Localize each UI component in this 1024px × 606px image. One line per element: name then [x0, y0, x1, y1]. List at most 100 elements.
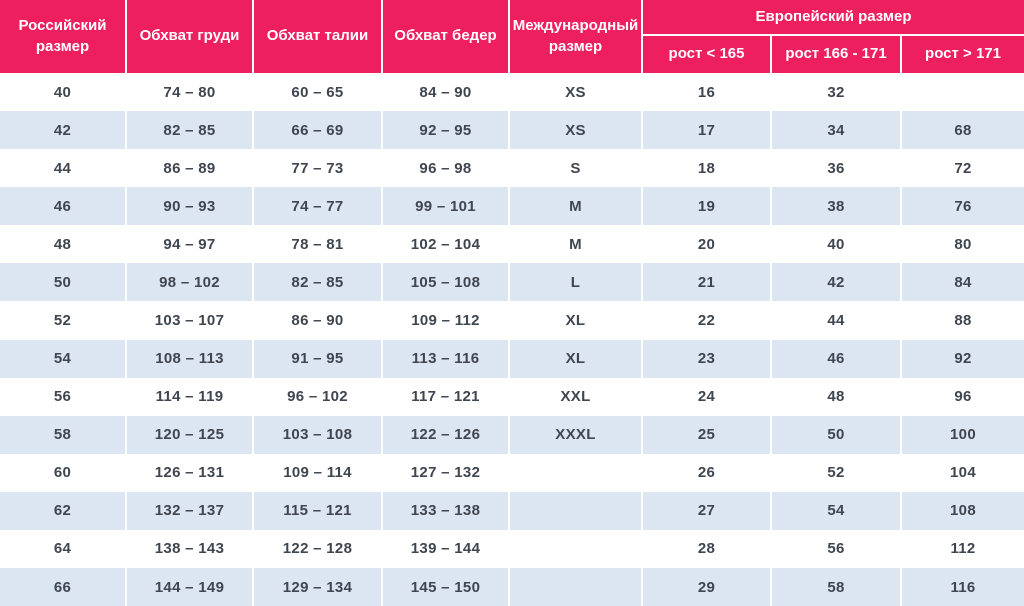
table-cell: 40 [772, 225, 902, 264]
table-cell: 98 – 102 [127, 263, 254, 302]
table-cell: 24 [643, 377, 772, 416]
table-cell: XL [510, 339, 643, 378]
table-cell: 77 – 73 [254, 149, 383, 188]
table-row: 56 114 – 119 96 – 102 117 – 121 XXL 24 48 96 [0, 377, 1024, 416]
table-cell: S [510, 149, 643, 188]
table-row: 46 90 – 93 74 – 77 99 – 101 M 19 38 76 [0, 187, 1024, 226]
table-cell: 44 [772, 301, 902, 340]
table-cell: 46 [0, 187, 127, 226]
table-cell [510, 568, 643, 606]
table-cell: 36 [772, 149, 902, 188]
column-header-international-size: Международный размер [510, 0, 643, 73]
table-row: 62 132 – 137 115 – 121 133 – 138 27 54 108 [0, 491, 1024, 530]
table-cell: 100 [950, 426, 976, 444]
table-cell: 102 – 104 [383, 225, 510, 264]
column-header-height-166-171: рост 166 - 171 [772, 36, 902, 73]
table-cell: 126 – 131 [127, 453, 254, 492]
table-cell: 60 [0, 453, 127, 492]
table-cell: 82 – 85 [127, 111, 254, 150]
table-cell: 54 [0, 339, 127, 378]
table-cell: 18 [643, 149, 772, 188]
table-cell: 78 – 81 [254, 225, 383, 264]
table-cell: 91 – 95 [254, 339, 383, 378]
table-cell: 145 – 150 [383, 568, 510, 606]
table-cell: 22 [643, 301, 772, 340]
table-cell: 48 [0, 225, 127, 264]
table-cell: 99 – 101 [383, 187, 510, 226]
table-cell: 108 – 113 [127, 339, 254, 378]
table-cell: 62 [0, 491, 127, 530]
table-cell: 109 – 114 [254, 453, 383, 492]
table-cell: XL [510, 301, 643, 340]
table-cell: M [510, 225, 643, 264]
table-cell: 38 [772, 187, 902, 226]
column-header-waist: Обхват талии [254, 0, 383, 73]
table-cell: 52 [772, 453, 902, 492]
table-cell: 40 [0, 73, 127, 112]
table-cell: 66 – 69 [254, 111, 383, 150]
table-cell: 84 [954, 273, 972, 291]
table-cell: 74 – 80 [127, 73, 254, 112]
table-row: 66 144 – 149 129 – 134 145 – 150 29 58 116 [0, 568, 1024, 606]
table-cell: 108 [950, 502, 976, 520]
table-cell: 120 – 125 [127, 415, 254, 454]
table-cell [902, 73, 1024, 111]
table-cell [510, 491, 643, 530]
table-cell: 42 [0, 111, 127, 150]
column-header-height-gt-171: рост > 171 [925, 45, 1001, 63]
table-cell: 17 [643, 111, 772, 150]
table-row: 60 126 – 131 109 – 114 127 – 132 26 52 104 [0, 453, 1024, 492]
table-cell [510, 453, 643, 492]
table-cell: 105 – 108 [383, 263, 510, 302]
table-cell: 20 [643, 225, 772, 264]
table-cell: 96 [954, 388, 972, 406]
table-cell: 56 [772, 529, 902, 569]
table-cell: 56 [0, 377, 127, 416]
table-cell: 16 [643, 73, 772, 112]
table-cell: 19 [643, 187, 772, 226]
table-cell: 32 [772, 73, 902, 112]
table-cell: 86 – 90 [254, 301, 383, 340]
table-row: 48 94 – 97 78 – 81 102 – 104 M 20 40 80 [0, 225, 1024, 264]
table-cell: 113 – 116 [383, 339, 510, 378]
table-cell: 72 [954, 159, 972, 177]
table-row: 58 120 – 125 103 – 108 122 – 126 XXXL 25 50 100 [0, 415, 1024, 454]
table-cell: 122 – 126 [383, 415, 510, 454]
table-cell: 42 [772, 263, 902, 302]
table-row: 42 82 – 85 66 – 69 92 – 95 XS 17 34 68 [0, 111, 1024, 150]
table-cell: 133 – 138 [383, 491, 510, 530]
table-cell: 68 [954, 121, 972, 139]
table-cell: 103 – 107 [127, 301, 254, 340]
table-row: 44 86 – 89 77 – 73 96 – 98 S 18 36 72 [0, 149, 1024, 188]
table-cell: 82 – 85 [254, 263, 383, 302]
column-header-russian-size: Российский размер [0, 0, 127, 73]
table-cell: 139 – 144 [383, 529, 510, 569]
european-size-subheader-row: рост < 165 рост 166 - 171 рост > 171 [643, 36, 1024, 73]
table-cell: 27 [643, 491, 772, 530]
table-cell: 103 – 108 [254, 415, 383, 454]
column-group-european-size: Европейский размер рост < 165 рост 166 -… [643, 0, 1024, 73]
table-cell: 54 [772, 491, 902, 530]
table-cell: 28 [643, 529, 772, 569]
table-cell: 104 [950, 464, 976, 482]
table-row: 52 103 – 107 86 – 90 109 – 112 XL 22 44 88 [0, 301, 1024, 340]
table-cell: 112 [950, 540, 976, 558]
table-cell: 132 – 137 [127, 491, 254, 530]
table-row: 64 138 – 143 122 – 128 139 – 144 28 56 112 [0, 529, 1024, 569]
table-cell: 26 [643, 453, 772, 492]
table-cell: L [510, 263, 643, 302]
table-cell: 109 – 112 [383, 301, 510, 340]
table-cell: 66 [0, 568, 127, 606]
table-header: Российский размер Обхват груди Обхват та… [0, 0, 1024, 73]
table-cell: 21 [643, 263, 772, 302]
table-cell: 92 – 95 [383, 111, 510, 150]
table-cell: 144 – 149 [127, 568, 254, 606]
table-cell: 48 [772, 377, 902, 416]
table-cell: 64 [0, 529, 127, 569]
column-header-height-lt-165: рост < 165 [643, 36, 772, 73]
table-cell: 92 [954, 350, 972, 368]
column-header-chest: Обхват груди [127, 0, 254, 73]
table-cell: 52 [0, 301, 127, 340]
table-cell: 74 – 77 [254, 187, 383, 226]
table-cell: XXL [510, 377, 643, 416]
